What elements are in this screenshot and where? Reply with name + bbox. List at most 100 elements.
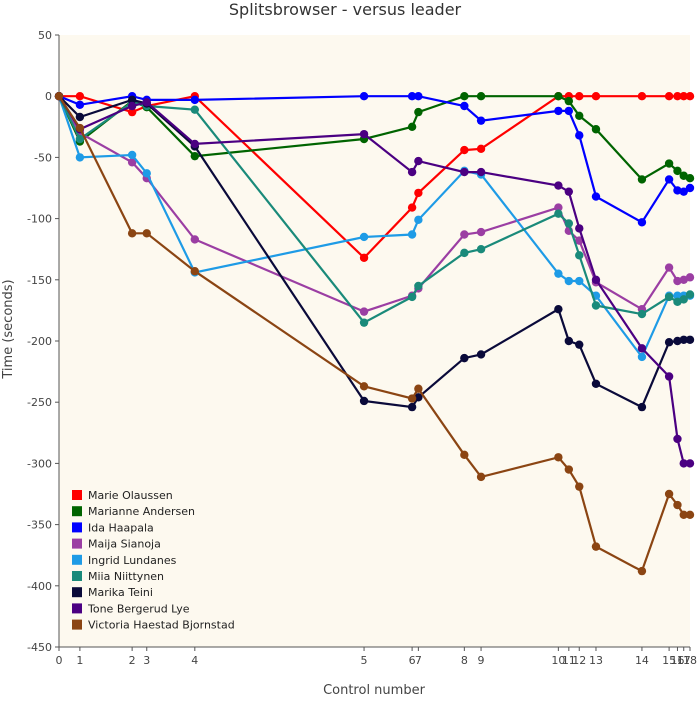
data-point: [575, 482, 584, 491]
data-point: [554, 304, 563, 314]
series-tone-bergerud-lye: [54, 92, 695, 468]
data-point: [564, 106, 574, 116]
data-point: [359, 318, 369, 327]
data-point: [414, 156, 423, 166]
data-point: [460, 101, 469, 111]
data-point: [591, 125, 601, 134]
data-point: [407, 394, 417, 403]
data-point: [359, 396, 369, 406]
x-tick-label: 3: [143, 654, 150, 667]
data-point: [554, 203, 563, 212]
y-axis-label: Time (seconds): [1, 279, 16, 379]
legend-swatch: [72, 571, 82, 581]
y-tick-label: 50: [38, 29, 52, 42]
x-tick-label: 14: [635, 654, 649, 667]
legend-swatch: [72, 587, 82, 598]
data-point: [685, 174, 695, 183]
data-point: [407, 92, 417, 101]
data-point: [476, 472, 486, 482]
data-point: [685, 183, 695, 193]
legend-swatch: [72, 522, 82, 533]
data-point: [673, 166, 682, 176]
data-point: [414, 215, 423, 225]
data-point: [637, 92, 647, 101]
data-point: [190, 235, 200, 244]
data-point: [476, 167, 486, 177]
legend-label: Ida Haapala: [88, 521, 154, 534]
data-point: [637, 218, 647, 227]
data-point: [476, 116, 486, 125]
data-point: [575, 340, 584, 349]
data-point: [664, 175, 674, 184]
legend-swatch: [72, 490, 82, 500]
data-point: [575, 236, 584, 245]
data-point: [564, 336, 574, 346]
data-point: [664, 372, 674, 381]
y-tick-label: -400: [27, 580, 52, 593]
legend-label: Miia Niittynen: [88, 570, 164, 583]
data-point: [359, 307, 369, 316]
data-point: [673, 336, 682, 346]
x-tick-label: 11: [562, 654, 576, 667]
data-point: [664, 92, 674, 101]
data-point: [407, 292, 417, 302]
data-point: [679, 510, 688, 520]
data-point: [591, 379, 601, 389]
data-point: [407, 203, 417, 212]
data-point: [407, 122, 417, 131]
data-point: [414, 281, 423, 291]
x-axis-label: Control number: [323, 683, 426, 698]
data-point: [685, 290, 695, 299]
data-point: [476, 144, 486, 154]
data-point: [679, 187, 688, 196]
legend-label: Marianne Andersen: [88, 505, 195, 518]
chart-title: Splitsbrowser - versus leader: [229, 0, 462, 19]
legend-swatch: [72, 538, 82, 549]
data-point: [476, 245, 486, 254]
data-point: [673, 186, 682, 195]
y-tick-label: -100: [27, 213, 52, 226]
data-point: [554, 209, 563, 218]
data-point: [679, 295, 688, 304]
data-point: [685, 335, 695, 344]
data-point: [685, 92, 695, 101]
data-point: [554, 181, 563, 190]
data-point: [190, 105, 200, 114]
y-tick-label: 0: [45, 90, 52, 103]
data-point: [414, 393, 423, 402]
data-point: [679, 335, 688, 344]
data-point: [190, 151, 200, 161]
data-point: [591, 275, 601, 284]
data-point: [673, 500, 682, 510]
x-tick-label: 16: [670, 654, 684, 667]
data-point: [575, 111, 584, 120]
y-tick-label: -350: [27, 519, 52, 532]
data-point: [591, 92, 601, 101]
data-point: [127, 107, 137, 117]
legend-label: Marie Olaussen: [88, 489, 173, 502]
x-tick-label: 5: [361, 654, 368, 667]
data-point: [414, 92, 423, 101]
data-point: [75, 123, 85, 133]
data-point: [414, 107, 423, 117]
data-point: [359, 253, 369, 262]
data-point: [414, 188, 423, 198]
x-tick-label: 15: [662, 654, 676, 667]
x-tick-label: 2: [129, 654, 136, 667]
y-tick-label: -250: [27, 396, 52, 409]
x-tick-label: 9: [478, 654, 485, 667]
x-tick-label: 10: [551, 654, 565, 667]
data-point: [637, 344, 647, 353]
x-tick-label: 12: [572, 654, 586, 667]
data-point: [664, 338, 674, 347]
data-point: [127, 158, 137, 167]
x-tick-label: 7: [415, 654, 422, 667]
data-point: [564, 96, 574, 106]
data-point: [75, 112, 85, 122]
data-point: [142, 98, 151, 107]
data-point: [637, 352, 647, 362]
x-tick-label: 17: [677, 654, 691, 667]
legend-background: [64, 485, 264, 641]
data-point: [190, 95, 200, 105]
